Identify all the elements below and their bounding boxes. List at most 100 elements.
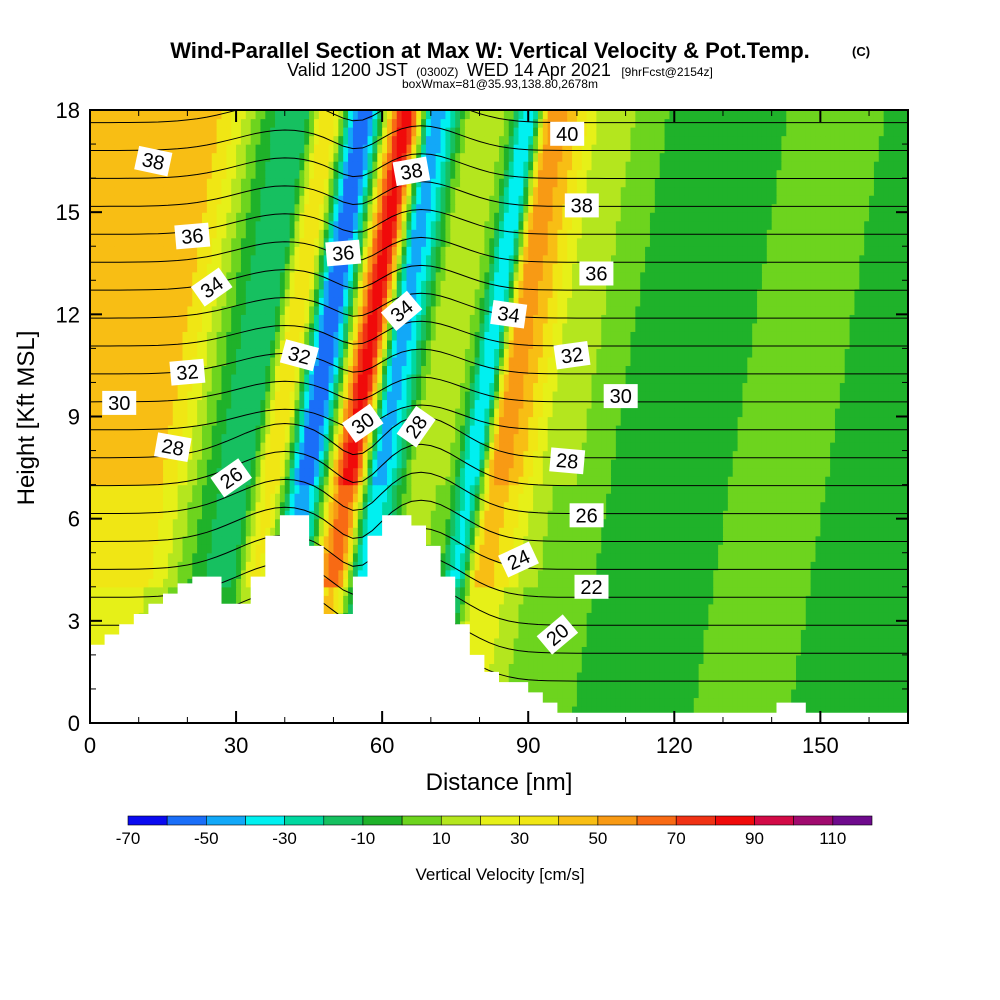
velocity-cell bbox=[352, 476, 359, 486]
velocity-cell bbox=[323, 527, 330, 537]
velocity-cell bbox=[187, 552, 193, 562]
velocity-cell bbox=[766, 501, 773, 511]
velocity-cell bbox=[158, 595, 164, 605]
velocity-cell bbox=[815, 629, 821, 639]
velocity-cell bbox=[240, 484, 247, 494]
velocity-cell bbox=[898, 493, 904, 503]
velocity-cell bbox=[659, 603, 666, 613]
velocity-cell bbox=[796, 646, 802, 656]
velocity-cell bbox=[153, 595, 159, 605]
velocity-cell bbox=[859, 663, 865, 673]
velocity-cell bbox=[533, 612, 539, 622]
velocity-cell bbox=[391, 510, 398, 520]
velocity-cell bbox=[236, 484, 242, 494]
velocity-cell bbox=[791, 476, 797, 486]
velocity-cell bbox=[771, 493, 778, 503]
velocity-cell bbox=[708, 501, 714, 511]
velocity-cell bbox=[104, 586, 111, 596]
velocity-cell bbox=[245, 578, 252, 588]
velocity-cell bbox=[557, 510, 563, 520]
velocity-cell bbox=[674, 637, 680, 647]
velocity-cell bbox=[659, 518, 666, 528]
velocity-cell bbox=[713, 612, 719, 622]
velocity-cell bbox=[869, 578, 875, 588]
velocity-cell bbox=[236, 595, 242, 605]
velocity-cell bbox=[688, 646, 695, 656]
velocity-cell bbox=[659, 629, 666, 639]
velocity-cell bbox=[727, 501, 734, 511]
velocity-cell bbox=[557, 603, 563, 613]
velocity-cell bbox=[615, 544, 622, 554]
velocity-cell bbox=[659, 654, 666, 664]
velocity-cell bbox=[849, 586, 856, 596]
velocity-cell bbox=[260, 518, 266, 528]
velocity-cell bbox=[796, 671, 802, 682]
velocity-cell bbox=[211, 535, 218, 545]
velocity-cell bbox=[206, 484, 213, 494]
velocity-cell bbox=[649, 493, 656, 503]
velocity-cell bbox=[240, 578, 247, 588]
velocity-cell bbox=[494, 663, 500, 673]
velocity-cell bbox=[649, 527, 656, 537]
velocity-cell bbox=[659, 705, 666, 716]
velocity-cell bbox=[474, 646, 481, 656]
velocity-cell bbox=[294, 467, 300, 477]
velocity-cell bbox=[815, 654, 821, 664]
velocity-cell bbox=[440, 552, 447, 562]
velocity-cell bbox=[703, 518, 709, 528]
velocity-cell bbox=[182, 467, 188, 477]
velocity-cell bbox=[562, 646, 568, 656]
velocity-cell bbox=[153, 510, 159, 520]
velocity-cell bbox=[338, 603, 344, 613]
velocity-cell bbox=[747, 510, 753, 520]
velocity-cell bbox=[796, 612, 802, 622]
velocity-cell bbox=[104, 544, 111, 554]
velocity-cell bbox=[664, 561, 671, 571]
velocity-cell bbox=[163, 527, 169, 537]
velocity-cell bbox=[586, 535, 593, 545]
velocity-cell bbox=[732, 476, 739, 486]
velocity-cell bbox=[192, 501, 198, 511]
velocity-cell bbox=[664, 629, 671, 639]
velocity-cell bbox=[421, 510, 427, 520]
velocity-cell bbox=[528, 654, 534, 664]
velocity-cell bbox=[713, 637, 719, 647]
velocity-cell bbox=[800, 493, 807, 503]
velocity-cell bbox=[810, 527, 817, 537]
velocity-cell bbox=[708, 518, 714, 528]
velocity-cell bbox=[615, 493, 622, 503]
velocity-cell bbox=[737, 501, 744, 511]
velocity-cell bbox=[352, 569, 359, 579]
velocity-cell bbox=[469, 595, 476, 605]
velocity-cell bbox=[732, 705, 739, 716]
velocity-cell bbox=[615, 603, 622, 613]
velocity-cell bbox=[757, 561, 763, 571]
velocity-cell bbox=[401, 501, 408, 511]
velocity-cell bbox=[216, 544, 223, 554]
velocity-cell bbox=[450, 476, 456, 486]
velocity-cell bbox=[474, 612, 481, 622]
velocity-cell bbox=[435, 535, 442, 545]
velocity-cell bbox=[747, 680, 753, 690]
velocity-cell bbox=[275, 501, 281, 511]
velocity-cell bbox=[499, 595, 505, 605]
velocity-cell bbox=[167, 493, 174, 503]
velocity-cell bbox=[757, 646, 763, 656]
velocity-cell bbox=[830, 578, 836, 588]
velocity-cell bbox=[172, 586, 179, 596]
velocity-cell bbox=[265, 527, 271, 537]
velocity-cell bbox=[679, 544, 685, 554]
velocity-cell bbox=[333, 493, 339, 503]
velocity-cell bbox=[718, 688, 724, 699]
velocity-cell bbox=[698, 646, 705, 656]
velocity-cell bbox=[109, 467, 115, 477]
velocity-cell bbox=[796, 527, 802, 537]
velocity-cell bbox=[679, 552, 685, 562]
velocity-cell bbox=[503, 612, 510, 622]
velocity-cell bbox=[654, 688, 661, 699]
velocity-cell bbox=[688, 535, 695, 545]
velocity-cell bbox=[562, 552, 568, 562]
velocity-cell bbox=[255, 510, 262, 520]
velocity-cell bbox=[864, 501, 870, 511]
velocity-cell bbox=[722, 535, 729, 545]
